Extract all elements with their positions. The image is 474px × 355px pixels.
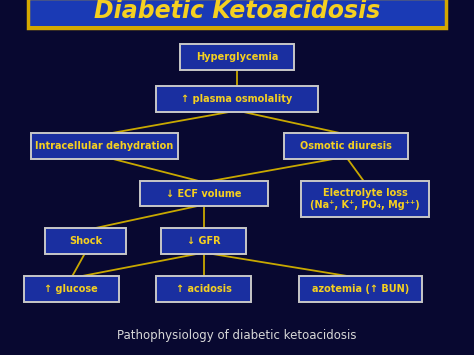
Text: ↑ acidosis: ↑ acidosis: [176, 284, 232, 294]
FancyBboxPatch shape: [299, 276, 422, 302]
Text: Diabetic Ketoacidosis: Diabetic Ketoacidosis: [94, 0, 380, 23]
Text: Pathophysiology of diabetic ketoacidosis: Pathophysiology of diabetic ketoacidosis: [117, 329, 357, 342]
Text: Electrolyte loss
(Na⁺, K⁺, PO₄, Mg⁺⁺): Electrolyte loss (Na⁺, K⁺, PO₄, Mg⁺⁺): [310, 188, 420, 209]
Text: Hyperglycemia: Hyperglycemia: [196, 52, 278, 62]
Text: ↑ plasma osmolality: ↑ plasma osmolality: [182, 94, 292, 104]
FancyBboxPatch shape: [140, 180, 268, 207]
Text: ↓ ECF volume: ↓ ECF volume: [166, 189, 242, 198]
Text: Osmotic diuresis: Osmotic diuresis: [300, 141, 392, 151]
FancyBboxPatch shape: [161, 229, 246, 254]
Text: ↓ GFR: ↓ GFR: [187, 236, 220, 246]
Text: Shock: Shock: [69, 236, 102, 246]
FancyBboxPatch shape: [156, 276, 251, 302]
Text: azotemia (↑ BUN): azotemia (↑ BUN): [311, 284, 409, 294]
FancyBboxPatch shape: [180, 44, 294, 70]
FancyBboxPatch shape: [156, 86, 318, 112]
Text: Intracellular dehydration: Intracellular dehydration: [35, 141, 173, 151]
FancyBboxPatch shape: [301, 181, 429, 217]
FancyBboxPatch shape: [28, 26, 446, 28]
FancyBboxPatch shape: [284, 133, 408, 158]
FancyBboxPatch shape: [45, 229, 126, 254]
FancyBboxPatch shape: [31, 133, 178, 158]
Text: ↑ glucose: ↑ glucose: [44, 284, 98, 294]
FancyBboxPatch shape: [24, 276, 119, 302]
FancyBboxPatch shape: [28, 0, 446, 28]
